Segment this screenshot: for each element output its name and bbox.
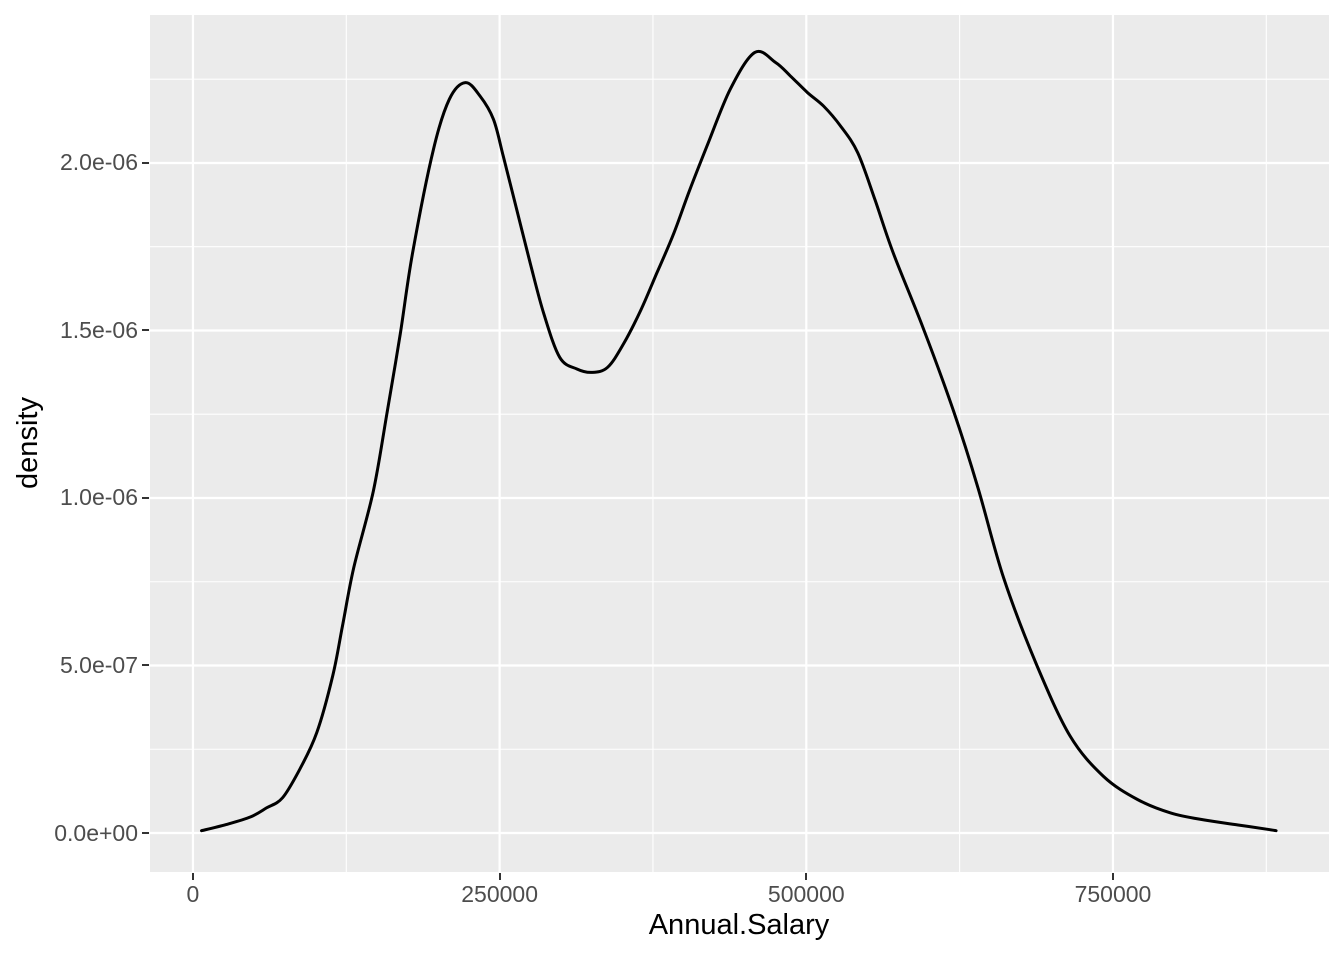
y-tick-label: 0.0e+00 <box>54 819 138 846</box>
y-axis-title: density <box>12 397 44 489</box>
y-tick-mark <box>142 496 149 499</box>
y-tick-label: 2.0e-06 <box>59 149 138 176</box>
x-tick-label: 750000 <box>1074 881 1152 907</box>
y-tick-label: 1.0e-06 <box>59 484 138 511</box>
y-tick-label: 5.0e-07 <box>59 651 138 678</box>
y-tick-label: 1.5e-06 <box>59 316 138 343</box>
x-tick-mark <box>498 873 501 880</box>
density-plot-svg <box>150 15 1329 872</box>
plot-panel <box>150 15 1329 872</box>
y-tick-mark <box>142 832 149 834</box>
x-tick-mark <box>1111 873 1114 880</box>
density-curve <box>200 49 1278 833</box>
y-tick-mark <box>142 329 149 332</box>
x-axis-title: Annual.Salary <box>648 909 830 941</box>
x-tick-label: 250000 <box>461 881 538 907</box>
x-tick-mark <box>805 873 808 880</box>
x-tick-label: 0 <box>186 881 200 907</box>
y-tick-mark <box>142 664 149 667</box>
y-tick-mark <box>142 161 149 164</box>
x-tick-mark <box>191 873 194 880</box>
x-tick-label: 500000 <box>767 881 845 907</box>
